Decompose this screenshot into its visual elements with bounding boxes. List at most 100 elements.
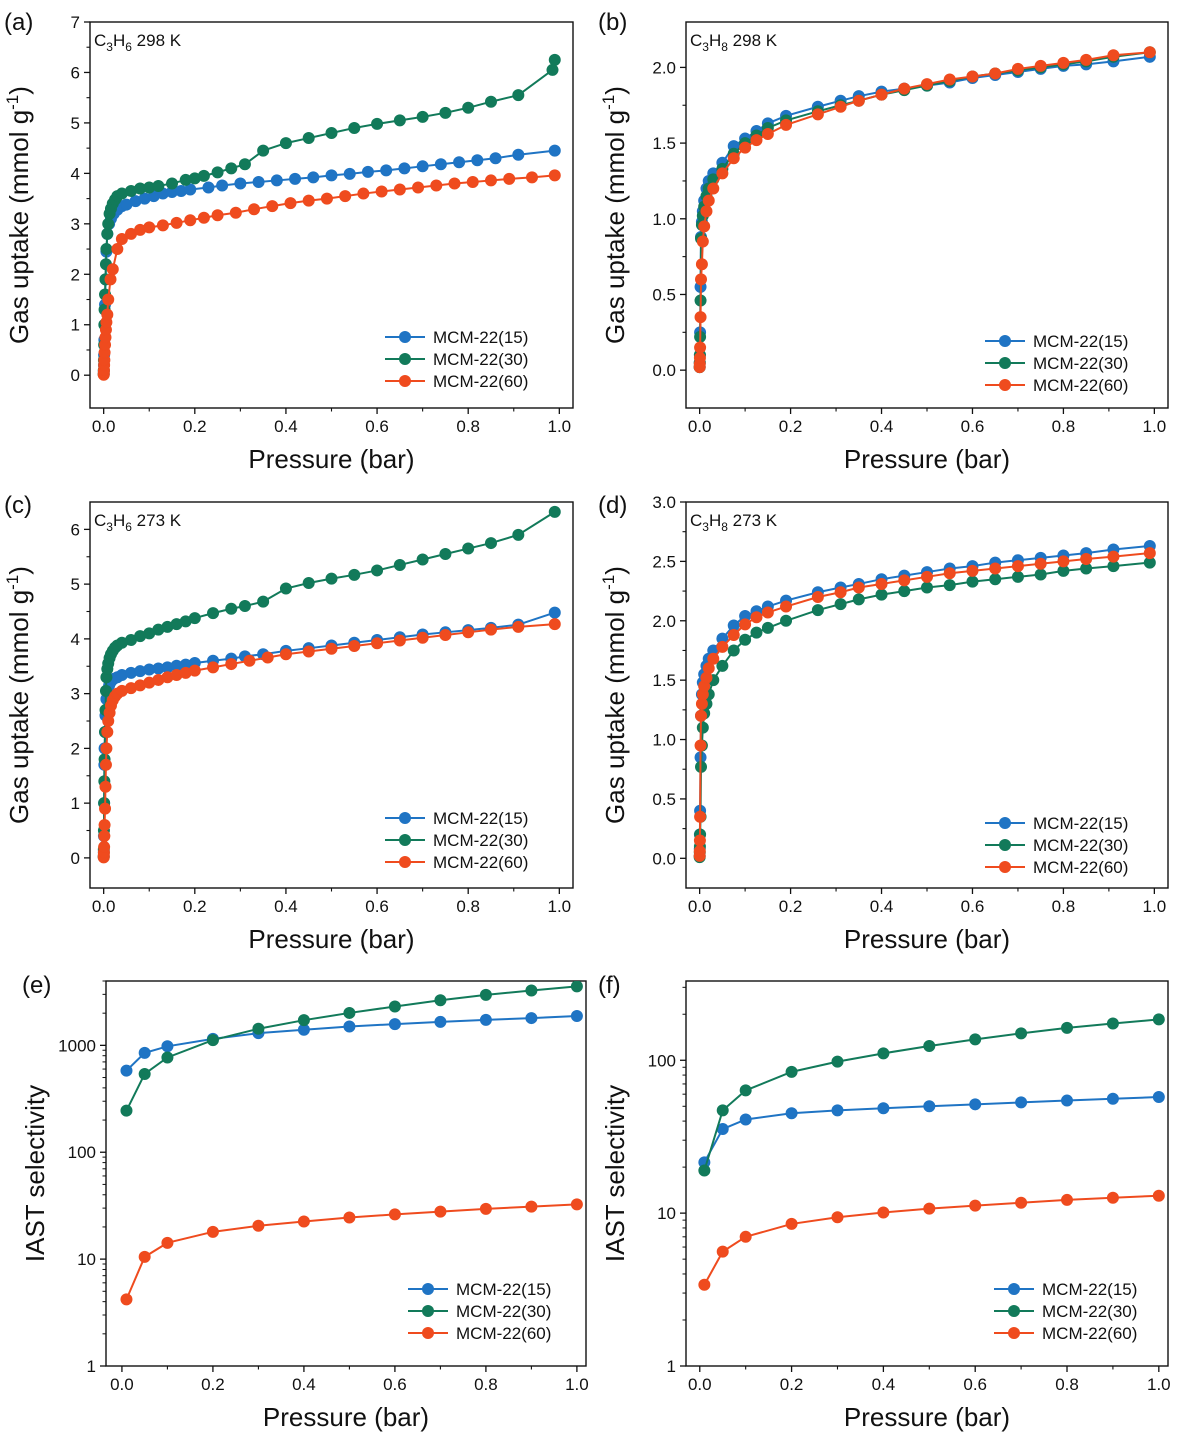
data-point — [831, 1104, 844, 1117]
x-tick-label: 0.6 — [383, 1375, 407, 1394]
data-point — [1061, 1094, 1074, 1107]
series-mcm-2230 — [120, 981, 583, 1117]
y-tick-label: 4 — [71, 630, 80, 649]
data-point — [225, 602, 238, 615]
data-point — [1106, 1092, 1119, 1105]
y-tick-label: 0.5 — [652, 285, 676, 304]
legend-marker — [999, 379, 1011, 391]
data-point — [834, 598, 847, 611]
y-axis-title: Gas uptake (mmol g-1) — [3, 566, 34, 824]
data-point — [1107, 550, 1120, 563]
legend: MCM-22(15) MCM-22(30) MCM-22(60) — [994, 1280, 1137, 1343]
x-tick-label: 1.0 — [565, 1375, 589, 1394]
data-point — [811, 604, 824, 617]
data-point — [238, 600, 251, 613]
y-tick-label: 1000 — [58, 1036, 96, 1055]
data-point — [761, 128, 774, 141]
y-tick-label: 6 — [71, 520, 80, 539]
data-point — [206, 1225, 219, 1238]
data-point — [484, 95, 497, 108]
y-tick-label: 3 — [71, 685, 80, 704]
x-axis-title: Pressure (bar) — [844, 1402, 1010, 1432]
data-point — [989, 573, 1002, 586]
series-mcm-2215 — [698, 1091, 1165, 1169]
data-point — [207, 607, 220, 620]
data-point — [695, 258, 708, 271]
x-tick-label: 1.0 — [1143, 417, 1167, 436]
y-tick-label: 2.0 — [652, 58, 676, 77]
legend-label: MCM-22(30) — [1033, 354, 1128, 373]
data-point — [834, 100, 847, 113]
data-point — [693, 845, 706, 858]
data-point — [695, 709, 708, 722]
data-point — [852, 593, 865, 606]
data-point — [548, 53, 561, 66]
data-point — [325, 169, 338, 182]
data-point — [307, 171, 320, 184]
data-point — [115, 232, 128, 245]
x-tick-label: 0.6 — [365, 897, 389, 916]
data-point — [780, 118, 793, 131]
data-point — [434, 1015, 447, 1028]
data-point — [698, 1278, 711, 1291]
x-axis-title: Pressure (bar) — [248, 444, 414, 474]
data-point — [1057, 56, 1070, 69]
data-point — [898, 82, 911, 95]
data-point — [698, 220, 711, 233]
data-point — [695, 273, 708, 286]
data-point — [1143, 46, 1156, 59]
data-point — [989, 562, 1002, 575]
data-point — [921, 570, 934, 583]
data-point — [702, 194, 715, 207]
data-point — [462, 101, 475, 114]
data-point — [877, 1047, 890, 1060]
x-tick-label: 0.2 — [183, 897, 207, 916]
y-tick-label: 100 — [648, 1051, 676, 1070]
data-point — [348, 639, 361, 652]
data-point — [206, 1034, 219, 1047]
data-point — [716, 1104, 729, 1117]
data-point — [325, 127, 338, 140]
y-tick-label: 10 — [657, 1204, 676, 1223]
data-point — [279, 137, 292, 150]
legend: MCM-22(15) MCM-22(30) MCM-22(60) — [985, 814, 1128, 877]
series-line — [698, 552, 1150, 856]
x-tick-label: 0.2 — [201, 1375, 225, 1394]
data-point — [248, 203, 261, 216]
x-tick-label: 0.4 — [274, 897, 298, 916]
data-point — [225, 658, 238, 671]
y-tick-label: 2 — [71, 739, 80, 758]
legend-marker — [399, 375, 411, 387]
x-tick-label: 0.8 — [1052, 417, 1076, 436]
legend-marker — [399, 812, 411, 824]
plot-title: C3H8 273 K — [690, 511, 778, 534]
data-point — [716, 1245, 729, 1258]
data-point — [1106, 1017, 1119, 1030]
data-point — [750, 134, 763, 147]
data-point — [785, 1065, 798, 1078]
data-point — [284, 197, 297, 210]
data-point — [525, 1200, 538, 1213]
data-point — [1061, 1193, 1074, 1206]
legend: MCM-22(15) MCM-22(30) MCM-22(60) — [385, 809, 528, 872]
legend-marker — [999, 335, 1011, 347]
data-point — [261, 651, 274, 664]
data-point — [1107, 49, 1120, 62]
data-point — [570, 1010, 583, 1023]
data-point — [120, 1064, 133, 1077]
data-point — [489, 152, 502, 165]
data-point — [1106, 1191, 1119, 1204]
data-point — [138, 1067, 151, 1080]
data-point — [1080, 53, 1093, 66]
x-tick-label: 0.4 — [870, 897, 894, 916]
data-point — [834, 586, 847, 599]
data-point — [716, 167, 729, 180]
legend-label: MCM-22(60) — [1033, 858, 1128, 877]
legend-label: MCM-22(60) — [433, 372, 528, 391]
y-tick-label: 1 — [71, 794, 80, 813]
data-point — [393, 634, 406, 647]
x-tick-label: 1.0 — [548, 417, 572, 436]
data-point — [716, 659, 729, 672]
data-point — [966, 575, 979, 588]
data-point — [416, 553, 429, 566]
